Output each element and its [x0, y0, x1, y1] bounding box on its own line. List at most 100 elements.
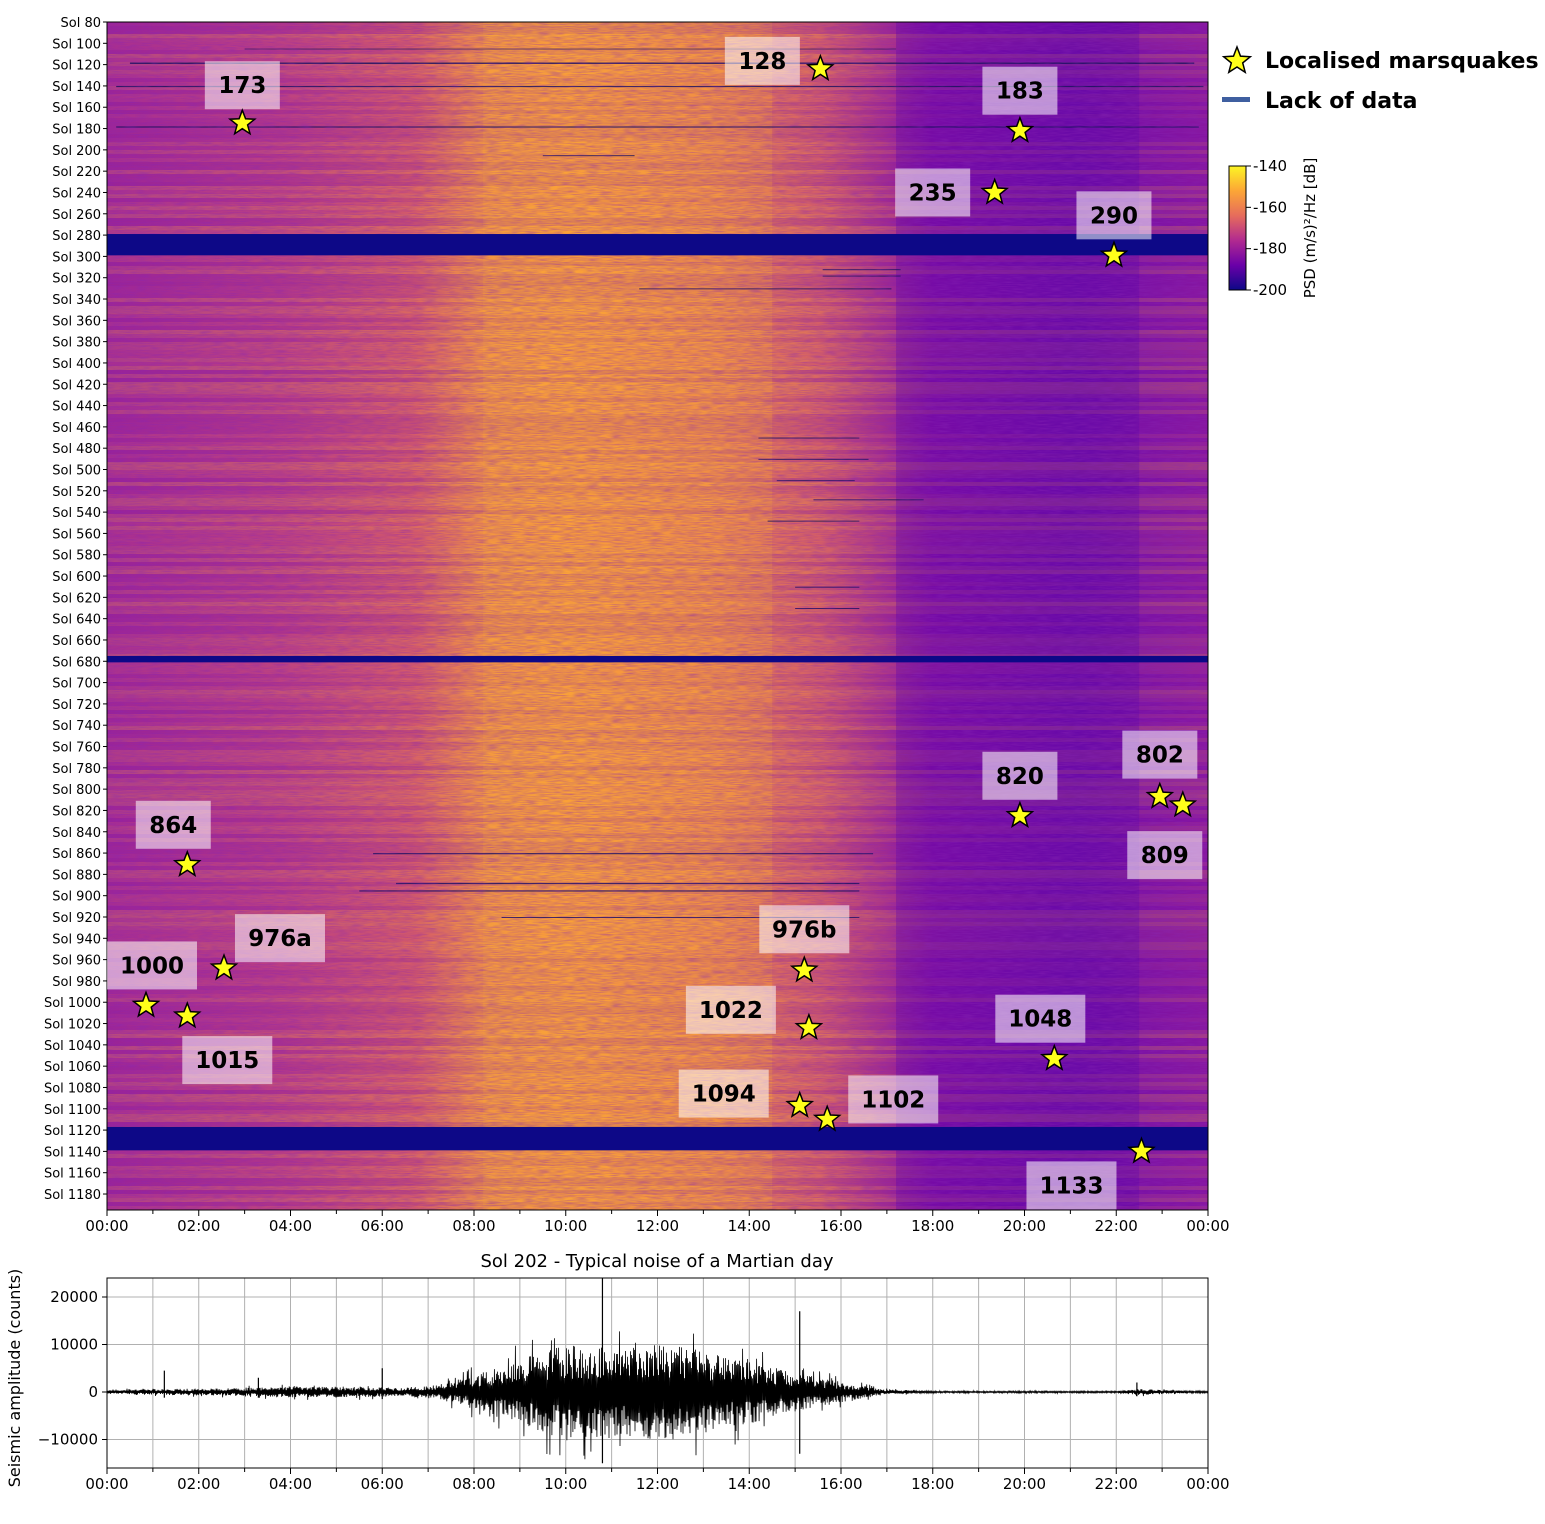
sol-tick-label: Sol 720 [52, 698, 101, 713]
waveform-trace [106, 1331, 1209, 1460]
legend-star-icon [1221, 44, 1253, 74]
sol-tick-label: Sol 200 [52, 144, 101, 159]
waveform-panel: Sol 202 - Typical noise of a Martian day… [5, 1251, 1230, 1493]
sol-tick-label: Sol 660 [52, 634, 101, 649]
marsquake-label-box [135, 800, 211, 849]
sol-tick-label: Sol 820 [52, 804, 101, 819]
time-tick-label: 08:00 [452, 1475, 495, 1493]
marsquake-label-box [234, 914, 325, 963]
time-tick-label: 02:00 [177, 1475, 220, 1493]
marsquake-label-box [204, 61, 280, 110]
marsquake-label: 290 [1090, 203, 1138, 229]
marsquake-star-icon [131, 990, 161, 1018]
sol-tick-label: Sol 600 [52, 570, 101, 585]
marsquake-star-icon [812, 1104, 842, 1132]
sol-tick-label: Sol 680 [52, 655, 101, 670]
marsquake-star-icon [794, 1012, 824, 1041]
waveform-time-axis: 00:00 02:00 04:00 06:00 08:00 10:00 12:00 14:00… [85, 1468, 1230, 1493]
sol-tick-label: Sol 300 [52, 250, 101, 265]
sol-tick-label: Sol 80 [61, 16, 102, 31]
sol-tick-label: Sol 440 [52, 400, 101, 415]
sol-tick-label: Sol 120 [52, 59, 101, 74]
marsquake-label-box [982, 751, 1058, 800]
waveform-amplitude-axis: 20000 10000 0 −10000 [38, 1288, 107, 1449]
sol-tick-label: Sol 280 [52, 229, 101, 244]
sol-tick-label: Sol 640 [52, 613, 101, 628]
colorbar-ticks: -140 -160 -180 -200 [1246, 157, 1287, 299]
sol-tick-label: Sol 980 [52, 975, 101, 990]
sol-tick-label: Sol 1060 [44, 1060, 101, 1075]
colorbar: -140 -160 -180 -200 PSD (m/s)²/Hz [dB] [1228, 157, 1319, 299]
marsquake-label: 1022 [699, 998, 763, 1024]
marsquake-star-icon [1099, 240, 1129, 268]
sol-tick-label: Sol 1120 [44, 1124, 101, 1139]
marsquake-label-box [759, 905, 850, 954]
heatmap-time-axis: 00:00 02:00 04:00 06:00 08:00 10:00 12:00 14:00… [85, 1210, 1230, 1235]
colorbar-tick-label: -140 [1253, 157, 1287, 175]
time-tick-label: 20:00 [1003, 1217, 1046, 1235]
marsquake-label: 809 [1141, 843, 1189, 869]
marsquake-label-box [685, 985, 776, 1034]
sol-tick-label: Sol 360 [52, 314, 101, 329]
marsquake-label: 235 [909, 180, 957, 206]
time-tick-label: 04:00 [269, 1217, 312, 1235]
marsquake-label: 1102 [861, 1087, 925, 1113]
time-tick-label: 10:00 [544, 1475, 587, 1493]
sol-tick-label: Sol 780 [52, 762, 101, 777]
marsquake-star-icon [209, 952, 239, 981]
sol-tick-label: Sol 1160 [44, 1167, 101, 1182]
amplitude-tick-label: 20000 [50, 1288, 98, 1306]
time-tick-label: 06:00 [361, 1217, 404, 1235]
sol-tick-label: Sol 380 [52, 336, 101, 351]
marsquake-label-box [1026, 1161, 1117, 1210]
marsquake-star-icon [980, 177, 1009, 205]
time-tick-label: 14:00 [728, 1475, 771, 1493]
time-tick-label: 00:00 [1186, 1475, 1229, 1493]
marsquake-label-box [1122, 730, 1198, 779]
sol-tick-label: Sol 900 [52, 890, 101, 905]
waveform-spikes [163, 1278, 1138, 1464]
time-tick-label: 00:00 [85, 1475, 128, 1493]
data-gap-bands [107, 234, 1208, 1151]
marsquake-star-icon [1005, 800, 1035, 829]
sol-tick-label: Sol 760 [52, 741, 101, 756]
marsquake-star-icon [789, 955, 819, 983]
sol-tick-label: Sol 460 [52, 421, 101, 436]
sol-tick-label: Sol 1000 [44, 996, 101, 1011]
sol-tick-label: Sol 500 [52, 463, 101, 478]
sol-tick-label: Sol 1100 [44, 1103, 101, 1118]
sol-tick-label: Sol 1080 [44, 1081, 101, 1096]
sol-tick-label: Sol 620 [52, 591, 101, 606]
sol-tick-label: Sol 920 [52, 911, 101, 926]
time-tick-label: 04:00 [269, 1475, 312, 1493]
marsquake-label: 1048 [1008, 1007, 1072, 1033]
marsquake-label: 128 [738, 49, 786, 75]
time-tick-label: 06:00 [361, 1475, 404, 1493]
sol-tick-label: Sol 540 [52, 506, 101, 521]
colorbar-tick-label: -200 [1253, 281, 1287, 299]
marsquake-label: 1094 [692, 1082, 756, 1108]
sol-tick-label: Sol 400 [52, 357, 101, 372]
time-tick-label: 12:00 [636, 1475, 679, 1493]
marsquake-label: 802 [1136, 743, 1184, 769]
spectrogram-panel: Sol 80 Sol 100 Sol 120 Sol 140 Sol 160 Sol 18… [44, 16, 1230, 1235]
time-tick-label: 12:00 [636, 1217, 679, 1235]
time-tick-label: 00:00 [85, 1217, 128, 1235]
marsquake-label-box [1076, 191, 1152, 240]
colorbar-gradient [1228, 165, 1247, 291]
sol-tick-label: Sol 860 [52, 847, 101, 862]
sol-tick-label: Sol 800 [52, 783, 101, 798]
sol-tick-label: Sol 100 [52, 37, 101, 52]
time-tick-label: 08:00 [452, 1217, 495, 1235]
marsquake-label: 864 [149, 813, 197, 839]
sol-tick-label: Sol 340 [52, 293, 101, 308]
marsquake-label: 183 [996, 79, 1044, 105]
time-tick-label: 20:00 [1003, 1475, 1046, 1493]
time-tick-label: 00:00 [1186, 1217, 1229, 1235]
marsquake-star-icon [172, 1000, 202, 1029]
legend-gap-swatch [1222, 97, 1250, 102]
amplitude-tick-label: 10000 [50, 1336, 98, 1354]
waveform-ylabel: Seismic amplitude (counts) [5, 1269, 24, 1488]
data-gap-band [107, 655, 1208, 663]
sol-tick-label: Sol 1180 [44, 1188, 101, 1203]
